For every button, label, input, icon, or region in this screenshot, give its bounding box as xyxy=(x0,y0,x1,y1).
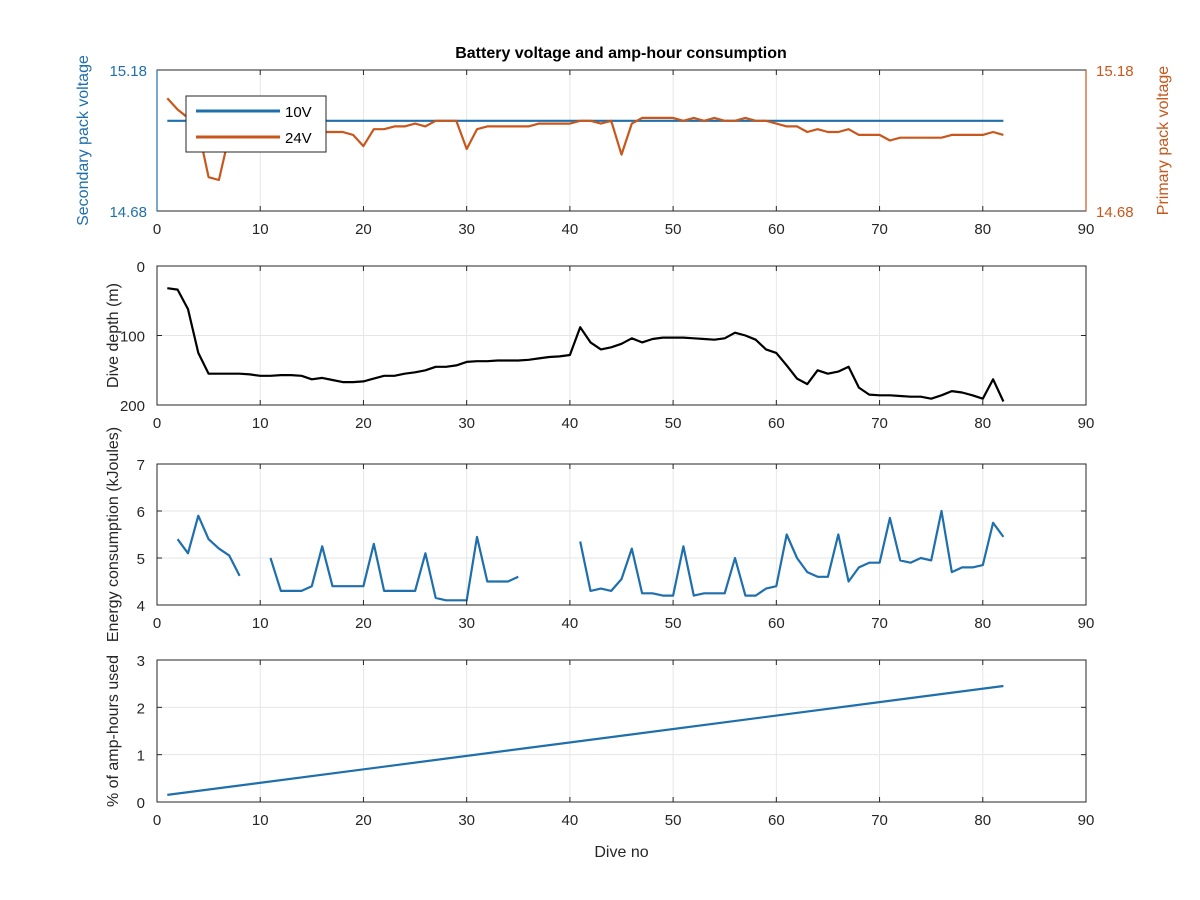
y-tick-label: 2 xyxy=(137,700,145,717)
x-axis-label: Dive no xyxy=(594,844,648,861)
x-tick-label: 50 xyxy=(665,221,682,238)
x-tick-label: 50 xyxy=(665,812,682,829)
x-tick-label: 0 xyxy=(153,615,161,632)
x-tick-label: 30 xyxy=(458,615,475,632)
subplot-3: 0 10 20 30 40 50 60 70 80 90 4 5 6 7 Energy consumptio… xyxy=(105,427,1094,642)
x-tick-label: 80 xyxy=(974,615,991,632)
legend-label-10v: 10V xyxy=(285,104,312,121)
x-tick-label: 10 xyxy=(252,221,269,238)
x-tick-label: 0 xyxy=(153,221,161,238)
y-tick-label: 14.68 xyxy=(109,204,147,221)
x-tick-label: 10 xyxy=(252,812,269,829)
legend-box xyxy=(185,95,327,153)
x-tick-label: 30 xyxy=(458,812,475,829)
x-tick-label: 90 xyxy=(1078,415,1095,432)
y-tick-label: 7 xyxy=(137,457,145,474)
y-tick-label: 5 xyxy=(137,551,145,568)
series-group xyxy=(176,509,1005,602)
x-tick-label: 70 xyxy=(871,615,888,632)
y-right-tick-label: 15.18 xyxy=(1096,63,1134,80)
x-tick-label: 60 xyxy=(768,812,785,829)
plot-area xyxy=(157,464,1086,605)
x-tick-label: 40 xyxy=(562,415,579,432)
x-tick-label: 30 xyxy=(458,221,475,238)
series-line-1 xyxy=(167,684,1004,796)
x-tick-label: 80 xyxy=(974,221,991,238)
y-axis-label: Dive depth (m) xyxy=(105,283,122,388)
x-tick-label: 80 xyxy=(974,812,991,829)
y-tick-label: 15.18 xyxy=(109,63,147,80)
x-tick-label: 40 xyxy=(562,812,579,829)
series-line-1 xyxy=(176,509,1005,602)
x-tick-label: 80 xyxy=(974,415,991,432)
subplot-1: 0 10 20 30 40 50 60 70 80 90 15.18 14.68 15.18 14.68 S… xyxy=(75,55,1172,238)
legend: 10V 24V xyxy=(185,95,327,153)
x-tick-label: 50 xyxy=(665,615,682,632)
y-axis-label: Secondary pack voltage xyxy=(75,55,92,226)
legend-label-24v: 24V xyxy=(285,130,312,147)
axes-box xyxy=(156,463,1087,606)
y-tick-label: 4 xyxy=(137,598,145,615)
x-tick-label: 40 xyxy=(562,615,579,632)
plot-area xyxy=(157,660,1086,802)
x-tick-label: 20 xyxy=(355,812,372,829)
x-tick-label: 20 xyxy=(355,415,372,432)
x-tick-label: 20 xyxy=(355,221,372,238)
y-tick-label: 6 xyxy=(137,504,145,521)
y-tick-label: 100 xyxy=(120,329,145,346)
x-tick-label: 20 xyxy=(355,615,372,632)
y-axis-label: Energy consumption (kJoules) xyxy=(105,427,122,642)
subplot-4: 0 10 20 30 40 50 60 70 80 90 0 1 2 3 % of amp-hours us… xyxy=(105,653,1094,861)
x-tick-label: 60 xyxy=(768,221,785,238)
x-tick-label: 60 xyxy=(768,615,785,632)
x-tick-label: 30 xyxy=(458,415,475,432)
x-tick-label: 60 xyxy=(768,415,785,432)
x-tick-label: 0 xyxy=(153,812,161,829)
x-tick-label: 70 xyxy=(871,221,888,238)
y-tick-label: 1 xyxy=(137,748,145,765)
series-group xyxy=(167,287,1005,402)
x-tick-label: 70 xyxy=(871,812,888,829)
y-tick-label: 3 xyxy=(137,653,145,670)
x-tick-label: 40 xyxy=(562,221,579,238)
x-tick-label: 50 xyxy=(665,415,682,432)
subplots: 0 10 20 30 40 50 60 70 80 9015.1814.6815.1814.68S… xyxy=(75,55,1172,861)
y-tick-label: 0 xyxy=(137,259,145,276)
series-group xyxy=(167,684,1004,796)
y-right-tick-label: 14.68 xyxy=(1096,204,1134,221)
figure-title: Battery voltage and amp-hour consumption xyxy=(455,45,787,62)
subplot-2: 0 10 20 30 40 50 60 70 80 90 0 100 200 Dive depth (m) xyxy=(105,259,1094,432)
x-tick-label: 90 xyxy=(1078,221,1095,238)
x-tick-label: 90 xyxy=(1078,812,1095,829)
series-line-1 xyxy=(167,287,1005,402)
x-tick-label: 10 xyxy=(252,615,269,632)
axes-box xyxy=(156,659,1087,803)
y-right-axis-label: Primary pack voltage xyxy=(1155,66,1172,215)
x-tick-label: 90 xyxy=(1078,615,1095,632)
x-tick-label: 70 xyxy=(871,415,888,432)
x-tick-label: 10 xyxy=(252,415,269,432)
y-axis-label: % of amp-hours used xyxy=(105,655,122,807)
y-tick-label: 200 xyxy=(120,398,145,415)
y-tick-label: 0 xyxy=(137,795,145,812)
x-tick-label: 0 xyxy=(153,415,161,432)
